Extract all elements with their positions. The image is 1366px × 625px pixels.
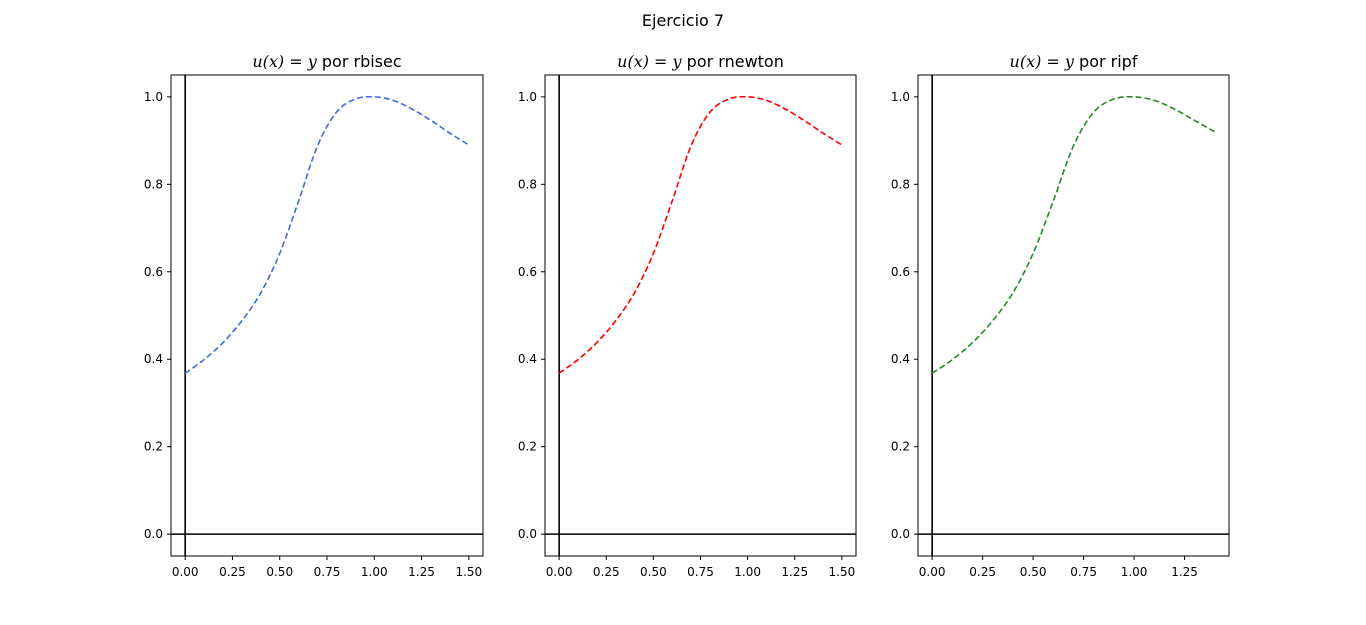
axes-frame [170,74,484,557]
subplot-title: u(x) = y por ripf [1010,52,1138,71]
x-tick-label: 0.25 [593,565,620,579]
y-tick-label: 0.2 [144,440,163,454]
y-tick-label: 0.0 [144,527,163,541]
series-line-1 [931,95,1216,374]
axes-frame [917,74,1230,557]
x-tick-label: 0.75 [687,565,714,579]
x-tick-label: 1.25 [1171,565,1198,579]
subplot-title-math: u(x) = y [1010,52,1075,71]
x-tick-label: 1.25 [408,565,435,579]
subplot-title: u(x) = y por rnewton [617,52,784,71]
y-tick-label: 1.0 [518,90,537,104]
subplot-grid: u(x) = y por rbisec 0.00 0.25 0.50 0.75 1.00 1… [144,52,1230,579]
x-tick-label: 1.00 [361,565,388,579]
y-tick-label: 0.0 [518,527,537,541]
subplot-title-math: u(x) = y [617,52,682,71]
x-tick-label: 0.00 [172,565,199,579]
y-tick-label: 0.4 [144,352,163,366]
subplot-title-text: por rnewton [687,52,784,71]
y-tick-label: 1.0 [891,90,910,104]
x-tick-label: 0.50 [266,565,293,579]
y-tick-label: 0.4 [891,352,910,366]
series-line-1 [184,95,470,374]
x-tick-label: 0.50 [1020,565,1047,579]
y-tick-label: 0.4 [518,352,537,366]
subplot-title-text: por rbisec [322,52,402,71]
y-tick-label: 0.8 [144,177,163,191]
subplot-1: u(x) = y por rbisec 0.00 0.25 0.50 0.75 1.00 1… [144,52,484,579]
y-tick-label: 0.0 [891,527,910,541]
x-tick-label: 0.25 [219,565,246,579]
x-tick-label: 1.00 [1121,565,1148,579]
subplot-title-math: u(x) = y [252,52,317,71]
figure-suptitle: Ejercicio 7 [642,11,724,30]
x-tick-label: 1.25 [781,565,808,579]
x-tick-label: 0.75 [314,565,341,579]
y-tick-label: 0.6 [891,265,910,279]
series-line-1 [558,95,843,374]
x-tick-label: 0.50 [640,565,667,579]
x-tick-label: 0.25 [969,565,996,579]
x-tick-label: 0.00 [919,565,946,579]
y-tick-label: 0.2 [518,440,537,454]
subplot-3: u(x) = y por ripf 0.00 0.25 0.50 0.75 1.00 1.2… [891,52,1230,579]
subplot-title-text: por ripf [1079,52,1138,71]
y-tick-label: 0.2 [891,440,910,454]
x-tick-label: 0.75 [1070,565,1097,579]
y-tick-label: 0.8 [891,177,910,191]
x-tick-label: 1.50 [455,565,482,579]
x-tick-label: 0.00 [546,565,573,579]
x-tick-label: 1.00 [734,565,761,579]
y-tick-label: 0.6 [144,265,163,279]
y-tick-label: 0.6 [518,265,537,279]
y-tick-label: 1.0 [144,90,163,104]
subplot-title: u(x) = y por rbisec [252,52,401,71]
x-tick-label: 1.50 [829,565,856,579]
y-tick-label: 0.8 [518,177,537,191]
axes-frame [544,74,857,557]
